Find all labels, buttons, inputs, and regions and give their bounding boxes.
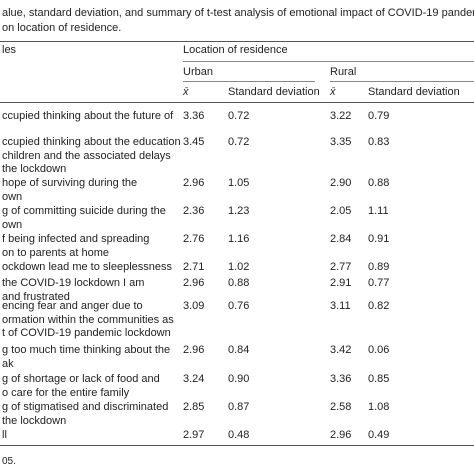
cell-value: 1.02 xyxy=(228,261,250,273)
row-label: g too much time thinking about the xyxy=(2,344,171,356)
group-rule xyxy=(183,61,474,62)
cell-value: 2.91 xyxy=(330,277,352,289)
bottom-rule xyxy=(0,445,474,446)
header-sd: Standard deviation xyxy=(228,86,320,98)
caption-line: alue, standard deviation, and summary of… xyxy=(2,7,474,19)
row-label: ccupied thinking about the future of xyxy=(2,110,174,122)
caption-line: on location of residence. xyxy=(2,22,122,34)
cell-value: 3.09 xyxy=(183,300,205,312)
cell-value: 0.90 xyxy=(228,373,250,385)
cell-value: 0.76 xyxy=(228,300,250,312)
cell-value: 2.97 xyxy=(183,429,205,441)
cell-value: 2.76 xyxy=(183,233,205,245)
rural-rule xyxy=(330,81,474,82)
cell-value: 3.42 xyxy=(330,344,352,356)
row-label: g of stigmatised and discriminated xyxy=(2,401,169,413)
cell-value: 2.96 xyxy=(183,344,205,356)
row-label: on to parents at home xyxy=(2,246,110,259)
cell-value: 2.85 xyxy=(183,401,205,413)
cell-value: 0.49 xyxy=(368,429,390,441)
cell-value: 0.85 xyxy=(368,373,390,385)
cell-value: 0.77 xyxy=(368,277,390,289)
cell-value: 0.72 xyxy=(228,110,250,122)
row-label: and frustrated xyxy=(2,290,70,303)
cell-value: 2.58 xyxy=(330,401,352,413)
cell-value: 1.23 xyxy=(228,205,250,217)
row-label: ccupied thinking about the education xyxy=(2,136,181,148)
cell-value: 0.84 xyxy=(228,344,250,356)
row-label: t of COVID-19 pandemic lockdown xyxy=(2,327,171,339)
header-sd: Standard deviation xyxy=(368,86,460,98)
cell-value: 0.88 xyxy=(228,277,250,289)
cell-value: 0.79 xyxy=(368,110,390,122)
header-rural: Rural xyxy=(330,66,357,78)
row-label: g of committing suicide during the xyxy=(2,205,166,217)
footnote: 05. xyxy=(2,456,16,467)
header-rule xyxy=(0,102,474,103)
row-label: encing fear and anger due to xyxy=(2,300,143,312)
row-label: the lockdown xyxy=(2,414,67,427)
header-group: Location of residence xyxy=(183,44,288,56)
cell-value: 0.89 xyxy=(368,261,390,273)
cell-value: 3.24 xyxy=(183,373,205,385)
cell-value: 2.36 xyxy=(183,205,205,217)
row-label: o care for the entire family xyxy=(2,386,130,399)
cell-value: 1.16 xyxy=(228,233,250,245)
cell-value: 0.91 xyxy=(368,233,390,245)
row-label: ormation within the communities as xyxy=(2,313,174,326)
cell-value: 2.96 xyxy=(183,277,205,289)
header-mean: x̄ xyxy=(330,86,336,98)
top-rule xyxy=(0,41,474,42)
cell-value: 2.71 xyxy=(183,261,205,273)
cell-value: 3.35 xyxy=(330,136,352,148)
header-urban: Urban xyxy=(183,66,213,78)
row-label: children and the associated delays xyxy=(2,149,171,162)
cell-value: 3.11 xyxy=(330,300,351,312)
cell-value: 0.06 xyxy=(368,344,390,356)
cell-value: 2.96 xyxy=(183,177,205,189)
cell-value: 1.11 xyxy=(368,205,389,217)
cell-value: 0.48 xyxy=(228,429,250,441)
row-label: hope of surviving during the xyxy=(2,177,138,189)
row-label: ockdown lead me to sleeplessness xyxy=(2,261,172,273)
row-label: own xyxy=(2,218,23,231)
cell-value: 2.90 xyxy=(330,177,352,189)
cell-value: 2.96 xyxy=(330,429,352,441)
cell-value: 3.36 xyxy=(183,110,205,122)
header-mean: x̄ xyxy=(183,86,189,98)
cell-value: 0.83 xyxy=(368,136,390,148)
cell-value: 0.87 xyxy=(228,401,250,413)
row-label: own xyxy=(2,190,23,203)
cell-value: 3.22 xyxy=(330,110,352,122)
urban-rule xyxy=(183,81,315,82)
row-label: g of shortage or lack of food and xyxy=(2,373,160,385)
cell-value: 3.36 xyxy=(330,373,352,385)
cell-value: 0.88 xyxy=(368,177,390,189)
row-label: the lockdown xyxy=(2,163,67,175)
cell-value: 0.72 xyxy=(228,136,250,148)
cell-value: 2.84 xyxy=(330,233,352,245)
row-label: f being infected and spreading xyxy=(2,233,150,245)
cell-value: 2.05 xyxy=(330,205,352,217)
cell-value: 0.82 xyxy=(368,300,390,312)
cell-value: 3.45 xyxy=(183,136,205,148)
header-variables: les xyxy=(2,44,17,56)
cell-value: 2.77 xyxy=(330,261,352,273)
row-label: the COVID-19 lockdown I am xyxy=(2,277,145,289)
cell-value: 1.08 xyxy=(368,401,390,413)
cell-value: 1.05 xyxy=(228,177,250,189)
row-label: ll xyxy=(2,429,7,441)
row-label: ak xyxy=(2,357,14,370)
